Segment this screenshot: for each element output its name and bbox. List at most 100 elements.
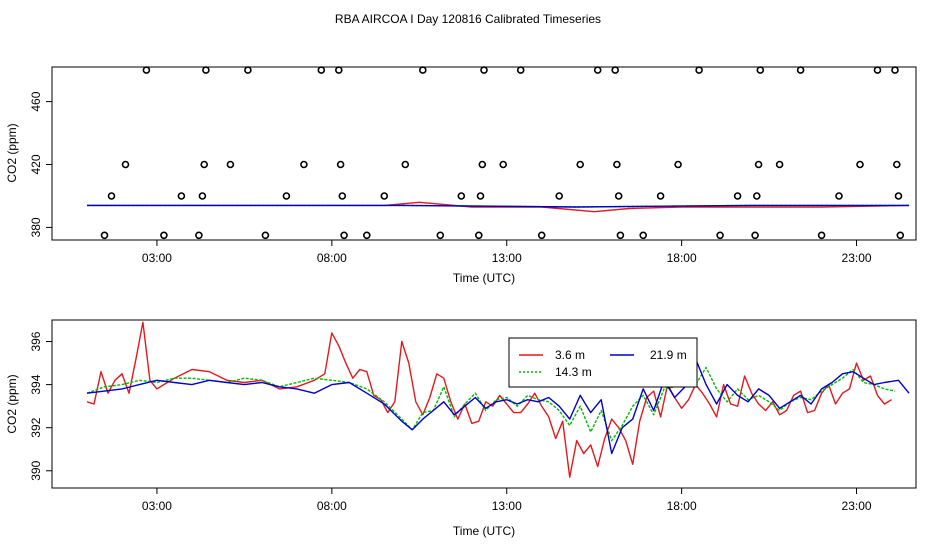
calibration-point-6	[195, 231, 203, 240]
timeseries-x-tick-label-08-00: 08:00	[317, 499, 347, 513]
calibration-y-tick-label-420: 420	[29, 154, 43, 174]
calibration-point-16	[334, 66, 343, 74]
calibration-x-tick-label-23-00: 23:00	[842, 251, 872, 265]
calibration-x-tick-label-13-00: 13:00	[492, 251, 522, 265]
calibration-point-55	[873, 66, 882, 74]
calibration-points	[100, 66, 905, 240]
calibration-point-31	[516, 66, 525, 74]
calibration-x-tick-label-03-00: 03:00	[142, 251, 172, 265]
calibration-point-34	[576, 160, 585, 169]
legend-box	[508, 337, 698, 388]
calibration-plot-frame	[51, 66, 917, 241]
calibration-point-25	[457, 192, 466, 200]
calibration-series-lines	[87, 201, 910, 213]
calibration-point-51	[796, 66, 805, 74]
calibration-point-54	[856, 160, 864, 169]
calibration-point-7	[198, 192, 207, 200]
calibration-y-label: CO2 (ppm)	[5, 123, 19, 182]
calibration-point-58	[894, 192, 903, 200]
calibration-point-57	[892, 160, 901, 169]
calibration-point-11	[244, 66, 252, 74]
calibration-point-39	[616, 231, 625, 240]
calibration-point-38	[614, 192, 623, 200]
calibration-point-0	[100, 231, 109, 240]
timeseries-y-tick-label-392: 392	[29, 417, 43, 437]
calibration-point-17	[336, 160, 345, 169]
calibration-point-15	[317, 66, 326, 74]
calibration-point-14	[300, 160, 308, 169]
calibration-y-axis: 380 420 460	[29, 91, 52, 237]
calibration-x-label: Time (UTC)	[453, 271, 515, 285]
calibration-point-19	[340, 231, 348, 240]
calibration-point-52	[817, 231, 826, 240]
calibration-point-44	[716, 231, 724, 240]
calibration-point-5	[177, 192, 186, 200]
calibration-point-53	[835, 192, 843, 200]
timeseries-x-tick-label-23-00: 23:00	[842, 499, 872, 513]
calibration-point-12	[261, 231, 270, 240]
legend-label-3-6m: 3.6 m	[555, 348, 585, 362]
calibration-point-2	[107, 192, 116, 200]
timeseries-x-tick-label-03-00: 03:00	[142, 499, 172, 513]
legend-label-14-3m: 14.3 m	[555, 365, 592, 379]
calibration-point-47	[752, 192, 761, 200]
calibration-point-8	[200, 160, 208, 169]
calibration-series-21-9-m	[87, 204, 909, 208]
legend-label-21-9m: 21.9 m	[650, 348, 687, 362]
calibration-point-41	[656, 192, 665, 200]
timeseries-y-axis: 390 392 394 396	[29, 331, 52, 481]
timeseries-lines	[86, 321, 910, 478]
chart-title: RBA AIRCOA I Day 120816 Calibrated Times…	[335, 12, 601, 26]
calibration-point-59	[896, 231, 905, 240]
calibration-point-42	[674, 160, 682, 169]
timeseries-plot-frame	[51, 319, 917, 489]
calibration-point-13	[282, 192, 291, 200]
calibration-y-tick-label-460: 460	[29, 91, 43, 111]
calibration-point-33	[555, 192, 564, 200]
calibration-point-40	[639, 231, 648, 240]
calibration-series-3-6-m	[87, 201, 910, 213]
calibration-point-1	[121, 160, 130, 169]
calibration-point-28	[478, 160, 487, 169]
calibration-point-43	[695, 66, 703, 74]
timeseries-y-tick-label-390: 390	[29, 460, 43, 480]
calibration-x-axis: 03:00 08:00 13:00 18:00 23:00	[142, 240, 872, 265]
calibration-point-9	[202, 66, 210, 74]
timeseries-y-tick-label-396: 396	[29, 331, 43, 351]
calibration-panel: 03:00 08:00 13:00 18:00 23:00 380 420 460 Time…	[5, 66, 917, 285]
calibration-point-48	[754, 160, 763, 169]
calibration-point-32	[537, 231, 546, 240]
calibration-point-56	[891, 66, 899, 74]
calibration-point-37	[613, 160, 621, 169]
calibration-point-45	[733, 192, 742, 200]
timeseries-x-tick-label-13-00: 13:00	[492, 499, 522, 513]
timeseries-y-label: CO2 (ppm)	[5, 374, 19, 433]
timeseries-x-label: Time (UTC)	[453, 524, 515, 538]
calibration-point-18	[338, 192, 347, 200]
calibration-y-tick-label-380: 380	[29, 217, 43, 237]
calibration-point-20	[362, 231, 371, 240]
calibration-point-22	[401, 160, 410, 169]
calibration-point-36	[611, 66, 620, 74]
calibration-point-10	[226, 160, 235, 169]
calibration-point-4	[160, 231, 168, 240]
timeseries-x-tick-label-18-00: 18:00	[667, 499, 697, 513]
calibration-point-26	[474, 231, 483, 240]
timeseries-series-3-6-m	[86, 321, 892, 478]
calibration-point-21	[380, 192, 389, 200]
calibration-point-35	[593, 66, 602, 74]
legend: 3.6 m 21.9 m 14.3 m	[508, 337, 698, 388]
calibration-x-tick-label-18-00: 18:00	[667, 251, 697, 265]
calibration-point-46	[751, 231, 759, 240]
timeseries-series-21-9-m	[86, 358, 910, 455]
calibration-point-30	[499, 160, 508, 169]
calibration-point-3	[142, 66, 151, 74]
calibration-point-49	[756, 66, 765, 74]
calibration-point-27	[476, 192, 485, 200]
calibration-point-29	[480, 66, 488, 74]
timeseries-x-axis: 03:00 08:00 13:00 18:00 23:00	[142, 488, 872, 513]
calibration-point-23	[418, 66, 427, 74]
timeseries-y-tick-label-394: 394	[29, 374, 43, 394]
